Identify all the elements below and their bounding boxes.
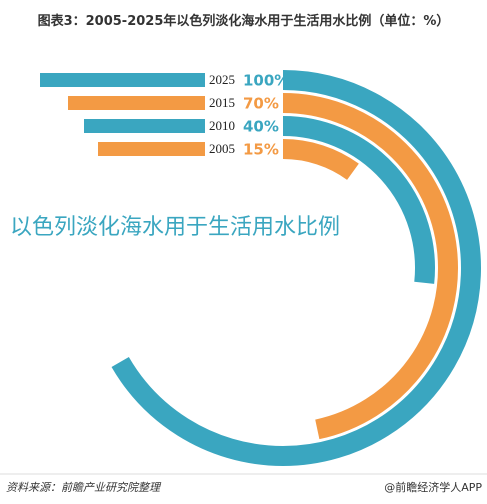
chart-title: 图表3：2005-2025年以色列淡化海水用于生活用水比例（单位：%）: [37, 14, 450, 29]
ring-bar: [282, 93, 458, 440]
value-label: 15%: [243, 141, 279, 159]
value-label: 70%: [243, 95, 279, 113]
value-label: 100%: [243, 72, 289, 90]
category-label: 2025: [209, 72, 235, 87]
ring-bar: [111, 70, 481, 466]
source: 资料来源：前瞻产业研究院整理: [6, 481, 162, 494]
credit: @前瞻经济学人APP: [384, 480, 482, 494]
value-label: 40%: [243, 118, 279, 136]
annotation: 以色列淡化海水用于生活用水比例: [10, 215, 340, 240]
ring-bar: [282, 139, 359, 180]
category-label: 2015: [209, 95, 235, 110]
category-label: 2005: [209, 141, 235, 156]
category-label: 2010: [209, 118, 235, 133]
ring-bar: [282, 116, 435, 284]
